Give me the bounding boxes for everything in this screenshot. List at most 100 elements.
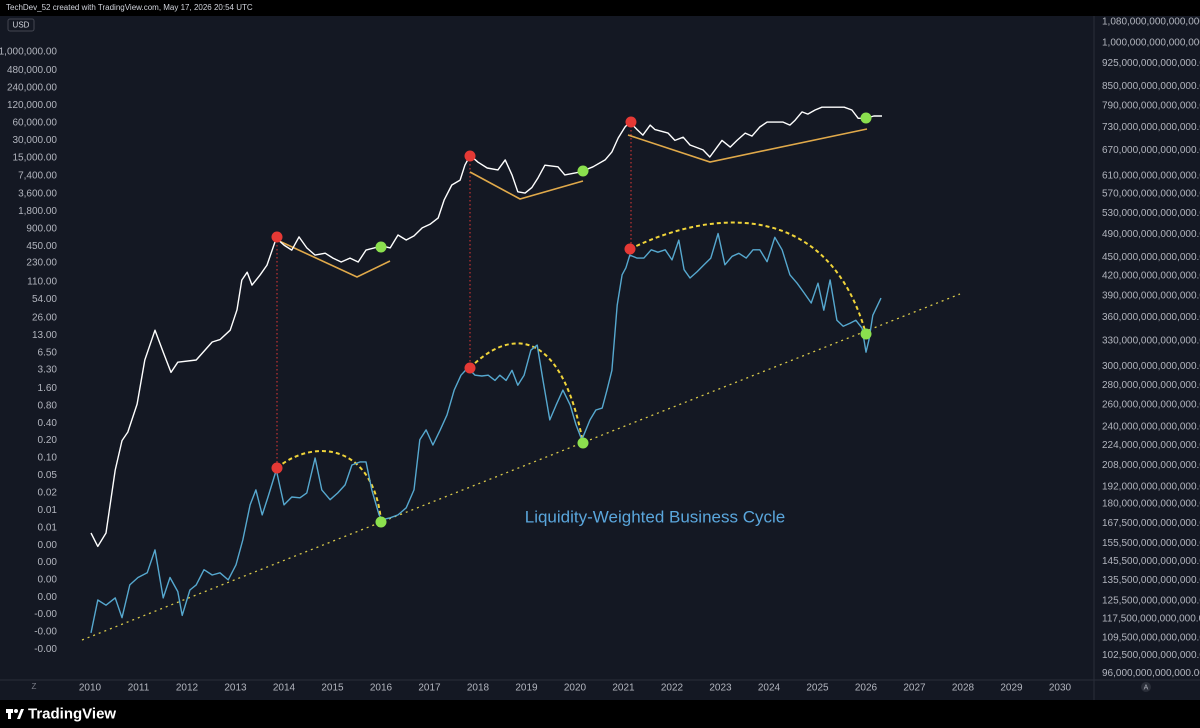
x-tick-label: 2026 [855, 683, 878, 694]
cycle-arc [469, 342, 584, 444]
x-tick-label: 2020 [564, 683, 587, 694]
y-tick-label: -0.00 [34, 644, 57, 655]
x-tick-label: 2019 [515, 683, 538, 694]
scale-button[interactable]: A [1144, 684, 1149, 691]
support-line [81, 293, 961, 641]
bottom-marker [860, 112, 872, 124]
y-tick-label: 0.10 [38, 453, 58, 464]
bottom-marker [577, 165, 589, 177]
top-marker [464, 150, 476, 162]
y-tick-label: 450.00 [26, 241, 57, 252]
cycle-markers [271, 112, 872, 528]
y-tick-label: 110.00 [27, 276, 57, 287]
y-tick-label: 6.50 [38, 348, 58, 359]
y-tick-label: 0.00 [38, 592, 58, 603]
y2-tick-label: 610,000,000,000,000.00 [1102, 170, 1200, 181]
y2-tick-label: 208,000,000,000,000.00 [1102, 460, 1200, 471]
y-tick-label: 120,000.00 [7, 100, 57, 111]
y-tick-label: 0.02 [38, 488, 58, 499]
x-tick-label: 2030 [1049, 683, 1072, 694]
series-line [90, 232, 882, 634]
currency-badge[interactable] [7, 18, 35, 32]
y-tick-label: 15,000.00 [13, 152, 58, 163]
y2-tick-label: 109,500,000,000,000.00 [1102, 632, 1200, 643]
brand-logo [6, 709, 24, 719]
y2-tick-label: 330,000,000,000,000.00 [1102, 336, 1200, 347]
y2-tick-label: 925,000,000,000,000.00 [1102, 58, 1200, 69]
y2-tick-label: 102,500,000,000,000.00 [1102, 650, 1200, 661]
logo-shape [14, 709, 18, 713]
currency: USD [13, 21, 30, 30]
scale-button-bg [1141, 682, 1151, 692]
y2-tick-label: 260,000,000,000,000.00 [1102, 400, 1200, 411]
header-bar [0, 0, 1200, 16]
y-tick-label: 0.40 [38, 418, 58, 429]
y2-tick-label: 180,000,000,000,000.00 [1102, 499, 1200, 510]
y2-tick-label: 224,000,000,000,000.00 [1102, 440, 1200, 451]
y-tick-label: -0.00 [34, 627, 57, 638]
y-tick-label: 3.30 [38, 365, 58, 376]
top-marker [271, 462, 283, 474]
y2-tick-label: 390,000,000,000,000.00 [1102, 291, 1200, 302]
x-tick-label: 2028 [952, 683, 975, 694]
x-tick-label: 2018 [467, 683, 490, 694]
x-tick-label: 2012 [176, 683, 199, 694]
top-marker [624, 243, 636, 255]
top-marker [464, 362, 476, 374]
footer-bar [0, 700, 1200, 728]
top-marker [271, 231, 283, 243]
y-tick-label: 1,000,000.00 [0, 47, 57, 58]
x-tick-label: 2011 [128, 683, 150, 694]
x-tick-label: 2025 [806, 683, 829, 694]
y2-tick-label: 135,500,000,000,000.00 [1102, 575, 1200, 586]
y-tick-label: 0.80 [38, 400, 58, 411]
y-tick-label: 0.01 [38, 505, 58, 516]
x-tick-label: 2010 [79, 683, 102, 694]
y2-tick-label: 850,000,000,000,000.00 [1102, 81, 1200, 92]
y2-tick-label: 240,000,000,000,000.00 [1102, 421, 1200, 432]
y-tick-label: 0.00 [38, 540, 58, 551]
y2-tick-label: 1,080,000,000,000,000.00 [1102, 17, 1200, 28]
y-tick-label: 13.00 [32, 330, 57, 341]
x-tick-label: 2017 [418, 683, 441, 694]
x-tick-label: 2021 [612, 683, 635, 694]
y2-tick-label: 360,000,000,000,000.00 [1102, 312, 1200, 323]
y2-tick-label: 300,000,000,000,000.00 [1102, 361, 1200, 372]
x-tick-label: 2014 [273, 683, 296, 694]
y-tick-label: 60,000.00 [13, 118, 58, 129]
series-layer [90, 106, 882, 634]
y-tick-label: 7,400.00 [18, 170, 57, 181]
y2-tick-label: 145,500,000,000,000.00 [1102, 556, 1200, 567]
y2-tick-label: 280,000,000,000,000.00 [1102, 380, 1200, 391]
x-tick-label: 2022 [661, 683, 684, 694]
trend-line [627, 128, 868, 163]
x-tick-label: 2016 [370, 683, 393, 694]
y-tick-label: 0.00 [38, 557, 58, 568]
y2-tick-label: 192,000,000,000,000.00 [1102, 481, 1200, 492]
y-tick-label: 26.00 [32, 313, 57, 324]
y2-tick-label: 420,000,000,000,000.00 [1102, 271, 1200, 282]
y2-tick-label: 570,000,000,000,000.00 [1102, 189, 1200, 200]
y2-tick-label: 117,500,000,000,000.00 [1102, 613, 1200, 624]
y2-tick-label: 167,500,000,000,000.00 [1102, 518, 1200, 529]
y2-tick-label: 155,500,000,000,000.00 [1102, 538, 1200, 549]
byline: TechDev_52 created with TradingView.com,… [6, 3, 253, 12]
trend-line [469, 171, 584, 200]
y-tick-label: 230.00 [26, 258, 57, 269]
y-tick-label: 0.00 [38, 574, 58, 585]
scale-button[interactable]: Z [32, 682, 37, 691]
bottom-marker [375, 241, 387, 253]
y-tick-label: 30,000.00 [13, 135, 58, 146]
y-tick-label: 0.01 [38, 523, 58, 534]
y-tick-label: 240,000.00 [7, 83, 57, 94]
x-tick-label: 2023 [709, 683, 732, 694]
chart-background [0, 16, 1200, 700]
annotations [81, 122, 961, 641]
y2-tick-label: 450,000,000,000,000.00 [1102, 252, 1200, 263]
annotation: Liquidity-Weighted Business Cycle [525, 507, 785, 526]
y-tick-label: 54.00 [32, 294, 57, 305]
x-tick-label: 2029 [1000, 683, 1023, 694]
logo-shape [8, 713, 11, 719]
